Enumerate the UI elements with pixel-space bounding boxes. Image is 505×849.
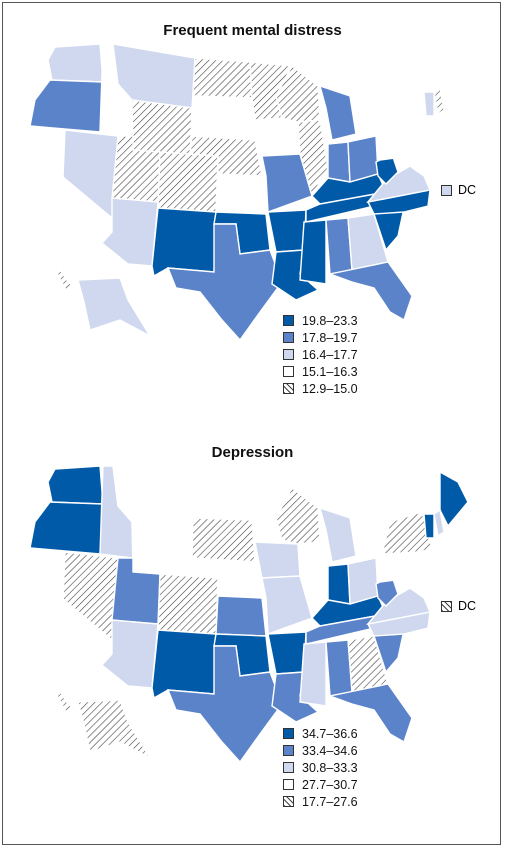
dc-swatch xyxy=(441,600,452,612)
state-ny xyxy=(381,89,433,133)
state-ks xyxy=(215,595,267,637)
legend-swatch xyxy=(283,383,294,394)
state-co xyxy=(157,151,219,213)
state-ar xyxy=(267,209,307,253)
state-vt xyxy=(423,91,435,117)
legend-label: 27.7–30.7 xyxy=(302,777,358,792)
legend-swatch xyxy=(283,779,294,790)
state-il xyxy=(297,541,329,620)
state-nm xyxy=(151,629,217,700)
state-wy xyxy=(131,521,193,581)
state-va xyxy=(366,165,431,204)
legend-label: 34.7–36.6 xyxy=(302,726,358,741)
dc-indicator: DC xyxy=(441,183,476,197)
state-wy xyxy=(131,99,193,159)
legend-label: 16.4–17.7 xyxy=(302,347,358,362)
state-mi xyxy=(318,506,357,563)
legend-swatch xyxy=(283,366,294,377)
state-ny xyxy=(381,511,433,555)
state-va xyxy=(366,587,431,626)
state-fl xyxy=(327,683,413,744)
legend-swatch xyxy=(283,315,294,326)
dc-label: DC xyxy=(458,599,477,613)
legend-row: 17.8–19.7 xyxy=(283,329,358,346)
legend-row: 30.8–33.3 xyxy=(283,759,358,776)
state-in xyxy=(327,141,351,183)
legend-frequent-mental-distress: 19.8–23.3 17.8–19.7 16.4–17.7 15.1–16.3 … xyxy=(283,312,358,397)
legend-label: 33.4–34.6 xyxy=(302,743,358,758)
state-il xyxy=(297,119,329,198)
us-map-frequent-mental-distress xyxy=(29,43,469,342)
state-me xyxy=(439,48,469,106)
legend-row: 15.1–16.3 xyxy=(283,363,358,380)
state-vt xyxy=(423,513,435,539)
legend-row: 33.4–34.6 xyxy=(283,742,358,759)
state-ms xyxy=(299,641,327,707)
legend-row: 17.7–27.6 xyxy=(283,793,358,810)
state-nd xyxy=(192,479,253,521)
legend-swatch xyxy=(283,745,294,756)
legend-swatch xyxy=(283,349,294,360)
state-co xyxy=(157,573,219,635)
dc-label: DC xyxy=(458,183,477,197)
state-nd xyxy=(192,57,253,99)
state-fl xyxy=(327,261,413,322)
state-wa xyxy=(47,43,104,83)
state-ks xyxy=(215,173,267,215)
legend-row: 12.9–15.0 xyxy=(283,380,358,397)
legend-label: 19.8–23.3 xyxy=(302,313,358,328)
us-map-depression xyxy=(29,465,469,764)
state-nm xyxy=(151,207,217,278)
state-hi xyxy=(52,688,76,713)
state-pa xyxy=(375,551,425,583)
state-ia xyxy=(254,541,301,579)
state-pa xyxy=(375,129,425,161)
legend-swatch xyxy=(283,796,294,807)
state-nh xyxy=(433,86,445,116)
legend-label: 15.1–16.3 xyxy=(302,364,358,379)
legend-label: 17.7–27.6 xyxy=(302,794,358,809)
state-hi xyxy=(52,266,76,291)
state-ak xyxy=(77,699,152,760)
legend-depression: 34.7–36.6 33.4–34.6 30.8–33.3 27.7–30.7 … xyxy=(283,725,358,810)
map-title-depression: Depression xyxy=(211,444,294,461)
legend-row: 19.8–23.3 xyxy=(283,312,358,329)
state-in xyxy=(327,563,351,605)
legend-row: 27.7–30.7 xyxy=(283,776,358,793)
map-title-frequent-mental-distress: Frequent mental distress xyxy=(163,22,342,39)
state-or xyxy=(29,79,104,133)
legend-swatch xyxy=(283,728,294,739)
legend-label: 30.8–33.3 xyxy=(302,760,358,775)
state-nh xyxy=(433,508,445,538)
legend-row: 16.4–17.7 xyxy=(283,346,358,363)
legend-swatch xyxy=(283,762,294,773)
state-sd xyxy=(191,95,256,141)
state-me xyxy=(439,470,469,528)
legend-swatch xyxy=(283,332,294,343)
state-ak xyxy=(77,277,152,338)
legend-label: 12.9–15.0 xyxy=(302,381,358,396)
state-mo xyxy=(261,575,313,635)
state-ms xyxy=(299,219,327,285)
state-wa xyxy=(47,465,104,505)
state-ar xyxy=(267,631,307,675)
dc-swatch xyxy=(441,184,452,196)
dc-indicator: DC xyxy=(441,599,476,613)
state-mi xyxy=(318,84,357,141)
state-sd xyxy=(191,517,256,563)
state-ia xyxy=(254,119,301,157)
legend-label: 17.8–19.7 xyxy=(302,330,358,345)
state-mo xyxy=(261,153,313,213)
state-or xyxy=(29,501,104,555)
legend-row: 34.7–36.6 xyxy=(283,725,358,742)
